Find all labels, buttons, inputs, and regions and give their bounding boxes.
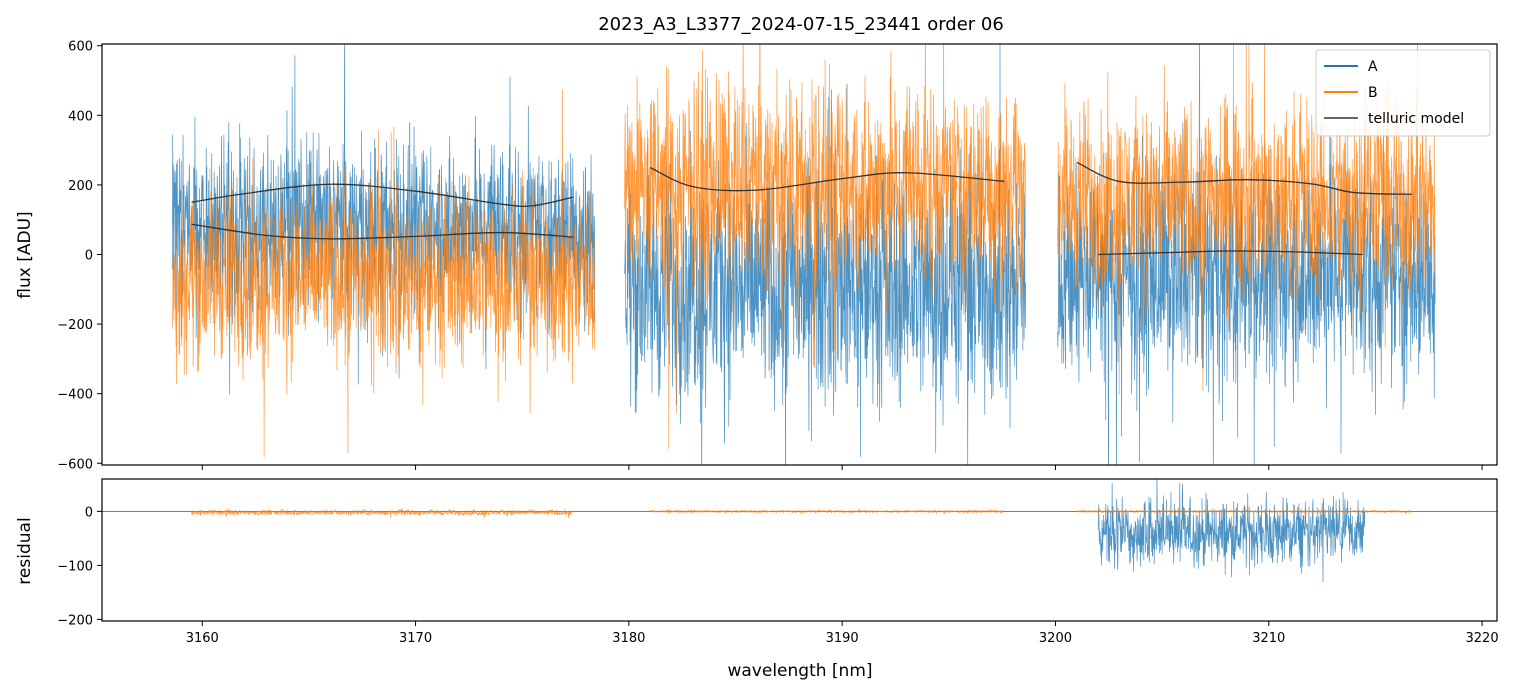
legend-label-3: telluric model xyxy=(1368,111,1464,127)
y-tick-label: 600 xyxy=(68,40,93,55)
x-axis-label: wavelength [nm] xyxy=(727,661,872,681)
series-a-segment-3 xyxy=(1057,44,1436,465)
legend-box xyxy=(1315,49,1491,137)
series-b-segment-1 xyxy=(191,508,574,519)
chart-title: 2023_A3_L3377_2024-07-15_23441 order 06 xyxy=(598,14,1004,35)
x-tick-label: 3210 xyxy=(1252,631,1285,646)
y-tick-label: 200 xyxy=(68,179,93,194)
series-b-segment-3 xyxy=(1057,44,1436,395)
y-tick-label: −600 xyxy=(57,457,93,472)
series-b-segment-3 xyxy=(1076,508,1412,514)
y-tick-label: −200 xyxy=(57,318,93,333)
x-tick-label: 3160 xyxy=(186,631,219,646)
series-b-segment-1 xyxy=(172,89,596,457)
y-tick-label: 0 xyxy=(85,505,93,520)
telluric-model-curve-1 xyxy=(191,183,574,208)
telluric-model-curve-3 xyxy=(649,166,1005,192)
telluric-model-curve-4 xyxy=(1076,161,1412,195)
telluric-model-curve-2 xyxy=(191,223,574,240)
y-tick-label: −100 xyxy=(57,559,93,574)
flux-y-label: flux [ADU] xyxy=(15,211,35,298)
x-tick-label: 3190 xyxy=(826,631,859,646)
series-a-segment-1 xyxy=(1097,479,1366,582)
residual-y-label: residual xyxy=(15,517,35,584)
series-b-segment-2 xyxy=(624,44,1026,450)
series-b-segment-2 xyxy=(649,508,1005,515)
flux-panel: −600 −400 −200 0 200 400 600 flux [ADU] xyxy=(15,40,1498,472)
x-tick-label: 3180 xyxy=(612,631,645,646)
telluric-model-curve-5 xyxy=(1098,250,1363,256)
residual-axes-frame xyxy=(101,478,1498,622)
legend-label-2: B xyxy=(1368,85,1378,101)
x-tick-label: 3220 xyxy=(1466,631,1499,646)
x-tick-label: 3170 xyxy=(399,631,432,646)
y-tick-label: −200 xyxy=(57,613,93,628)
y-tick-label: 0 xyxy=(85,249,93,264)
y-tick-label: 400 xyxy=(68,109,93,124)
x-tick-label: 3200 xyxy=(1039,631,1072,646)
legend-label-1: A xyxy=(1368,59,1378,75)
residual-panel: −200 −100 0 3160 3170 3180 3190 3200 3210 3220 r… xyxy=(15,478,1499,646)
y-tick-label: −400 xyxy=(57,388,93,403)
